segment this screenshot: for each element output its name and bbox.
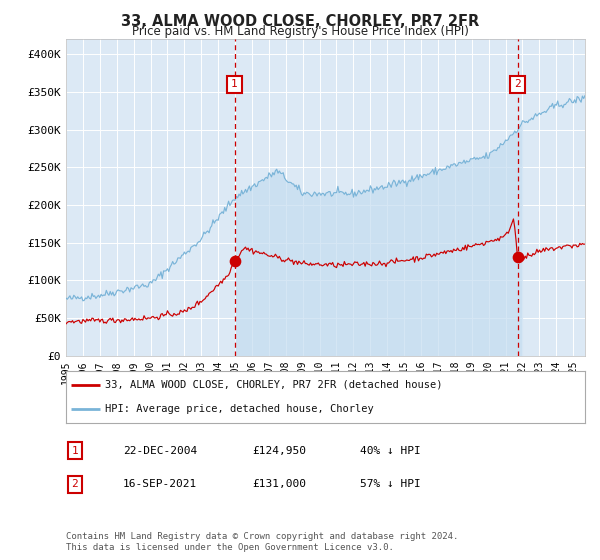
Text: 1: 1 <box>71 446 79 456</box>
Text: 40% ↓ HPI: 40% ↓ HPI <box>360 446 421 456</box>
Text: 2: 2 <box>71 479 79 489</box>
Point <box>230 257 239 266</box>
Text: £131,000: £131,000 <box>252 479 306 489</box>
Point <box>513 253 523 262</box>
Text: 1: 1 <box>231 80 238 90</box>
Text: HPI: Average price, detached house, Chorley: HPI: Average price, detached house, Chor… <box>105 404 374 414</box>
Text: 22-DEC-2004: 22-DEC-2004 <box>123 446 197 456</box>
Text: £124,950: £124,950 <box>252 446 306 456</box>
Text: Price paid vs. HM Land Registry's House Price Index (HPI): Price paid vs. HM Land Registry's House … <box>131 25 469 38</box>
Text: 2: 2 <box>514 80 521 90</box>
Text: 57% ↓ HPI: 57% ↓ HPI <box>360 479 421 489</box>
Text: 16-SEP-2021: 16-SEP-2021 <box>123 479 197 489</box>
Text: 33, ALMA WOOD CLOSE, CHORLEY, PR7 2FR: 33, ALMA WOOD CLOSE, CHORLEY, PR7 2FR <box>121 14 479 29</box>
Text: 33, ALMA WOOD CLOSE, CHORLEY, PR7 2FR (detached house): 33, ALMA WOOD CLOSE, CHORLEY, PR7 2FR (d… <box>105 380 442 390</box>
Text: Contains HM Land Registry data © Crown copyright and database right 2024.
This d: Contains HM Land Registry data © Crown c… <box>66 532 458 552</box>
